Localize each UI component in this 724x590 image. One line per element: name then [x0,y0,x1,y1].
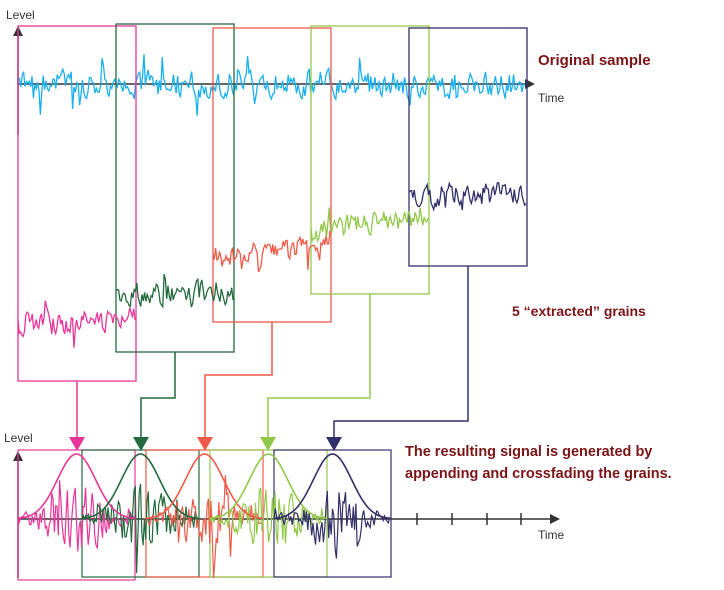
result-window-2 [81,449,200,578]
result-grain-5 [273,490,391,559]
result-caption-line-2: appending and crossfading the grains. [405,466,672,482]
result-caption-line-1: The resulting signal is generated by [405,444,653,460]
result-grain-1 [17,480,136,552]
grain-window-5 [408,27,528,267]
grain-window-3 [212,27,332,323]
extracted-grains-label: 5 “extracted” grains [512,303,646,319]
bottom-time-axis-label: Time [538,528,565,542]
arrow-grain-2 [133,437,149,451]
extracted-grain-3 [212,230,331,273]
grain-window-2 [115,23,235,353]
result-grain-4 [209,487,327,545]
result-window-3 [145,449,264,578]
connector-grain-2 [140,352,176,440]
top-time-axis-label: Time [538,91,565,105]
original-sample-label: Original sample [538,52,651,69]
result-grain-2 [81,483,199,574]
envelope-1 [17,453,136,520]
extracted-grain-1 [17,300,136,348]
arrow-grain-3 [197,437,213,451]
result-window-1 [17,449,136,581]
original-sample-waveform [17,54,526,116]
arrow-grain-5 [326,437,342,451]
result-grain-3 [145,475,263,579]
envelope-4 [209,453,328,520]
result-window-4 [209,449,328,578]
extracted-grain-5 [408,181,527,212]
connector-grain-4 [267,294,371,440]
bottom-level-axis-label: Level [4,431,33,445]
extracted-grain-4 [310,207,429,244]
connector-grain-3 [204,322,273,440]
envelope-5 [273,453,392,520]
arrow-grain-4 [260,437,276,451]
arrow-grain-1 [69,437,85,451]
envelope-2 [81,453,200,520]
extracted-grain-2 [115,274,234,309]
top-level-axis-label: Level [6,8,35,22]
connector-grain-5 [333,266,469,440]
grain-window-4 [310,25,430,295]
envelope-3 [145,453,264,520]
